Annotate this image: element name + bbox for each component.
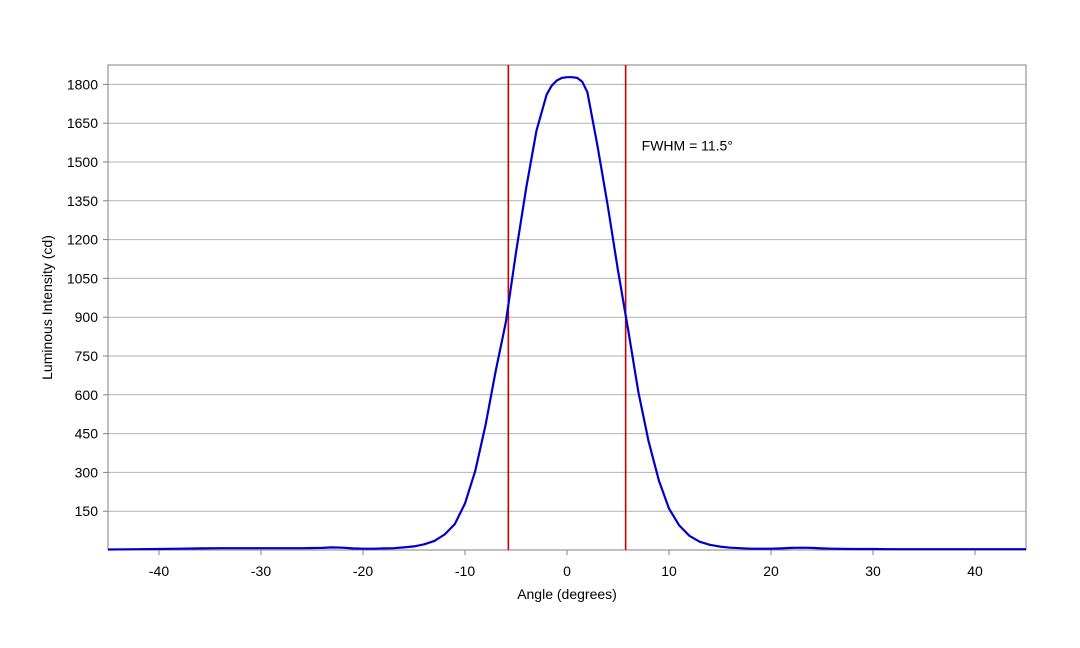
x-axis-title: Angle (degrees) xyxy=(517,586,617,602)
y-tick-label: 150 xyxy=(75,503,99,519)
y-tick-label: 1050 xyxy=(67,270,98,286)
x-tick-label: 30 xyxy=(865,563,881,579)
x-tick-label: -10 xyxy=(455,563,475,579)
y-tick-label: 450 xyxy=(75,426,99,442)
y-tick-label: 300 xyxy=(75,464,99,480)
x-tick-label: 20 xyxy=(763,563,779,579)
x-tick-label: -20 xyxy=(353,563,373,579)
x-tick-label: 40 xyxy=(967,563,983,579)
fwhm-annotation: FWHM = 11.5° xyxy=(642,137,733,153)
y-axis-title: Luminous Intensity (cd) xyxy=(39,235,55,380)
y-tick-label: 1500 xyxy=(67,154,98,170)
plot-area-frame xyxy=(107,64,1027,551)
y-tick-label: 1200 xyxy=(67,232,98,248)
y-tick-label: 900 xyxy=(75,309,99,325)
y-tick-label: 600 xyxy=(75,387,99,403)
x-tick-label: -40 xyxy=(149,563,169,579)
gridlines xyxy=(103,83,1026,555)
y-tick-label: 1650 xyxy=(67,115,98,131)
x-tick-label: 10 xyxy=(661,563,677,579)
y-tick-label: 1800 xyxy=(67,76,98,92)
intensity-curve xyxy=(107,76,1026,551)
y-tick-labels: 150 300 450 600 750 900 1050 1200 1350 1500 1650 18… xyxy=(67,76,98,519)
x-tick-label: -30 xyxy=(251,563,271,579)
y-tick-label: 750 xyxy=(75,348,99,364)
fwhm-markers xyxy=(507,65,627,550)
x-tick-label: 0 xyxy=(563,563,571,579)
x-tick-labels: -40 -30 -20 -10 0 10 20 30 40 xyxy=(149,563,983,579)
y-tick-label: 1350 xyxy=(67,193,98,209)
